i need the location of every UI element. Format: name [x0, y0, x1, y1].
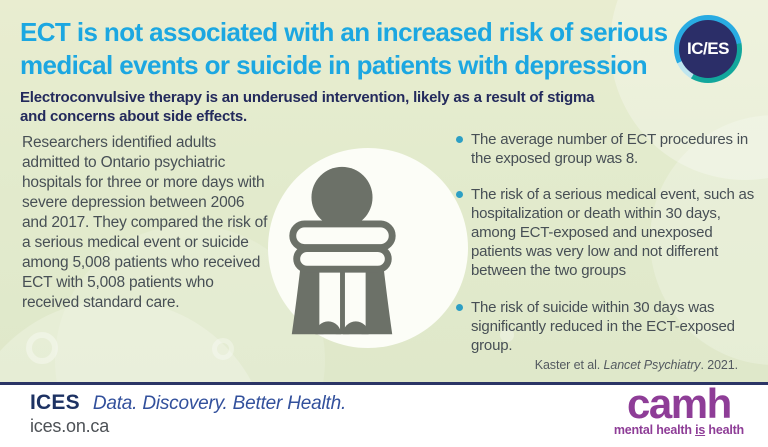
infographic-body: ECT is not associated with an increased …: [0, 0, 768, 383]
camh-tagline-pre: mental health: [613, 423, 696, 437]
camh-tagline-post: health: [705, 423, 744, 437]
page-subtitle: Electroconvulsive therapy is an underuse…: [20, 88, 594, 126]
decorative-ring: [212, 338, 234, 360]
finding-item-1: The average number of ECT procedures in …: [456, 130, 756, 168]
finding-text-3: The risk of suicide within 30 days was s…: [471, 299, 735, 354]
finding-item-3: The risk of suicide within 30 days was s…: [456, 298, 756, 355]
ices-tagline: Data. Discovery. Better Health.: [92, 393, 347, 414]
findings-list: The average number of ECT procedures in …: [456, 130, 756, 372]
camh-wordmark: camh: [627, 380, 732, 427]
ices-logo-inner-circle: IC/ES: [679, 20, 737, 78]
bullet-dot-icon: [456, 304, 463, 311]
finding-item-2: The risk of a serious medical event, suc…: [456, 185, 756, 280]
page-subtitle-line-2: and concerns about side effects.: [20, 108, 247, 125]
footer: ICES Data. Discovery. Better Health. ice…: [0, 380, 768, 447]
page-title-line-1: ECT is not associated with an increased …: [20, 17, 668, 47]
camh-branding: camh mental health is health: [614, 380, 744, 438]
page-title: ECT is not associated with an increased …: [20, 16, 668, 82]
ices-branding: ICES Data. Discovery. Better Health. ice…: [30, 391, 346, 437]
citation-authors: Kaster et al.: [534, 358, 604, 372]
finding-text-1: The average number of ECT procedures in …: [471, 131, 749, 167]
camh-tagline-is: is: [695, 423, 706, 437]
camh-tagline: mental health is health: [614, 423, 744, 437]
decorative-ring: [26, 332, 58, 364]
footer-divider-line: [0, 382, 768, 385]
page-title-line-2: medical events or suicide in patients wi…: [20, 50, 648, 80]
ices-url-link[interactable]: ices.on.ca: [30, 416, 110, 436]
bullet-dot-icon: [456, 136, 463, 143]
citation-journal: Lancet Psychiatry: [603, 358, 701, 372]
finding-text-2: The risk of a serious medical event, suc…: [471, 186, 754, 279]
page-subtitle-line-1: Electroconvulsive therapy is an underuse…: [20, 89, 595, 106]
ices-circle-logo: IC/ES: [674, 15, 742, 83]
citation: Kaster et al. Lancet Psychiatry. 2021.: [535, 358, 738, 372]
study-description-paragraph: Researchers identified adults admitted t…: [22, 134, 268, 311]
bullet-dot-icon: [456, 191, 463, 198]
ices-wordmark: ICES: [30, 391, 80, 414]
ices-logo-text: IC/ES: [687, 39, 729, 58]
citation-year: . 2021.: [700, 358, 738, 372]
person-hugging-knees-icon: [289, 166, 396, 335]
